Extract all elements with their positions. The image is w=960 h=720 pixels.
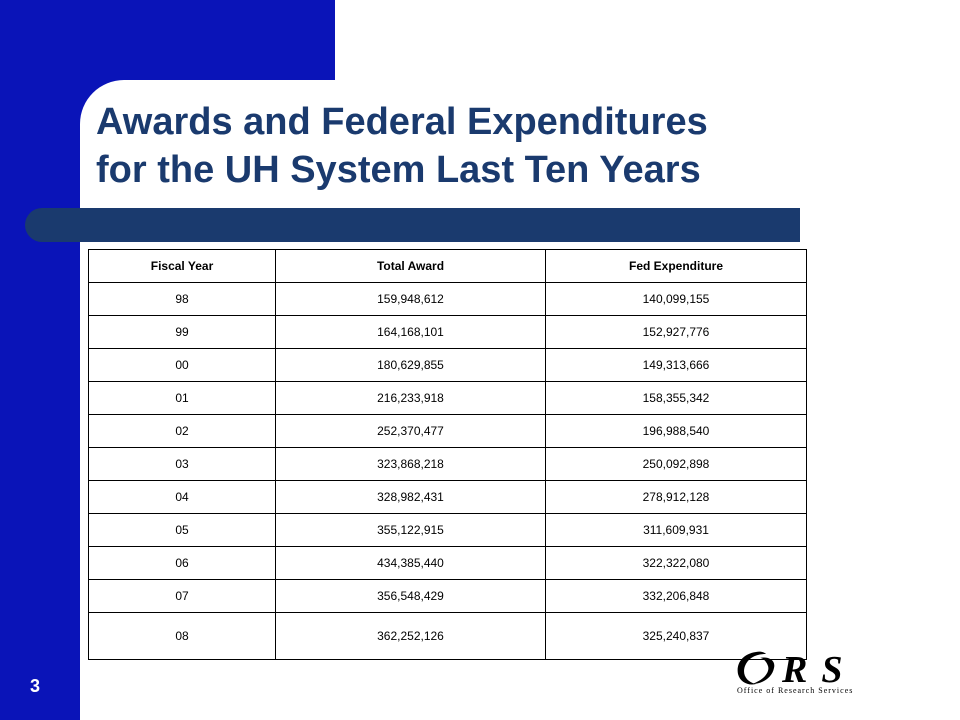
cell-fed-expenditure: 196,988,540 bbox=[545, 414, 807, 448]
cell-total-award: 434,385,440 bbox=[275, 546, 546, 580]
cell-total-award: 216,233,918 bbox=[275, 381, 546, 415]
header-fiscal-year: Fiscal Year bbox=[88, 249, 276, 283]
title-line-1: Awards and Federal Expenditures bbox=[96, 101, 708, 143]
cell-total-award: 356,548,429 bbox=[275, 579, 546, 613]
cell-total-award: 164,168,101 bbox=[275, 315, 546, 349]
cell-fiscal-year: 02 bbox=[88, 414, 276, 448]
ors-logo: RS bbox=[737, 649, 856, 691]
table-row: 06 434,385,440 322,322,080 bbox=[88, 546, 807, 580]
slide-title: Awards and Federal Expenditures for the … bbox=[96, 98, 856, 194]
title-underline-bar bbox=[25, 208, 800, 242]
cell-fiscal-year: 04 bbox=[88, 480, 276, 514]
table-row: 08 362,252,126 325,240,837 bbox=[88, 612, 807, 660]
cell-total-award: 159,948,612 bbox=[275, 282, 546, 316]
cell-fed-expenditure: 140,099,155 bbox=[545, 282, 807, 316]
cell-total-award: 328,982,431 bbox=[275, 480, 546, 514]
cell-fed-expenditure: 325,240,837 bbox=[545, 612, 807, 660]
logo-subtitle: Office of Research Services bbox=[737, 686, 854, 695]
header-fed-expenditure: Fed Expenditure bbox=[545, 249, 807, 283]
cell-fiscal-year: 03 bbox=[88, 447, 276, 481]
table-row: 05 355,122,915 311,609,931 bbox=[88, 513, 807, 547]
cell-total-award: 362,252,126 bbox=[275, 612, 546, 660]
cell-fed-expenditure: 158,355,342 bbox=[545, 381, 807, 415]
cell-fed-expenditure: 278,912,128 bbox=[545, 480, 807, 514]
cell-fiscal-year: 01 bbox=[88, 381, 276, 415]
cell-fiscal-year: 05 bbox=[88, 513, 276, 547]
cell-fed-expenditure: 332,206,848 bbox=[545, 579, 807, 613]
awards-table: Fiscal Year Total Award Fed Expenditure … bbox=[88, 249, 807, 660]
cell-fed-expenditure: 322,322,080 bbox=[545, 546, 807, 580]
table-header-row: Fiscal Year Total Award Fed Expenditure bbox=[88, 249, 807, 283]
cell-fiscal-year: 08 bbox=[88, 612, 276, 660]
cell-total-award: 252,370,477 bbox=[275, 414, 546, 448]
title-line-2: for the UH System Last Ten Years bbox=[96, 149, 701, 191]
logo-letters: RS bbox=[781, 649, 856, 691]
cell-fiscal-year: 06 bbox=[88, 546, 276, 580]
table-row: 03 323,868,218 250,092,898 bbox=[88, 447, 807, 481]
cell-fiscal-year: 07 bbox=[88, 579, 276, 613]
cell-fed-expenditure: 311,609,931 bbox=[545, 513, 807, 547]
table-row: 00 180,629,855 149,313,666 bbox=[88, 348, 807, 382]
table-row: 99 164,168,101 152,927,776 bbox=[88, 315, 807, 349]
cell-total-award: 323,868,218 bbox=[275, 447, 546, 481]
table-row: 04 328,982,431 278,912,128 bbox=[88, 480, 807, 514]
cell-fed-expenditure: 250,092,898 bbox=[545, 447, 807, 481]
cell-fiscal-year: 98 bbox=[88, 282, 276, 316]
cell-fiscal-year: 00 bbox=[88, 348, 276, 382]
cell-fed-expenditure: 152,927,776 bbox=[545, 315, 807, 349]
cell-fiscal-year: 99 bbox=[88, 315, 276, 349]
cell-total-award: 355,122,915 bbox=[275, 513, 546, 547]
table-row: 07 356,548,429 332,206,848 bbox=[88, 579, 807, 613]
table-row: 01 216,233,918 158,355,342 bbox=[88, 381, 807, 415]
cell-fed-expenditure: 149,313,666 bbox=[545, 348, 807, 382]
page-number: 3 bbox=[30, 676, 41, 696]
table-row: 98 159,948,612 140,099,155 bbox=[88, 282, 807, 316]
cell-total-award: 180,629,855 bbox=[275, 348, 546, 382]
table-row: 02 252,370,477 196,988,540 bbox=[88, 414, 807, 448]
header-total-award: Total Award bbox=[275, 249, 546, 283]
logo-o-swoosh-icon bbox=[737, 651, 775, 685]
